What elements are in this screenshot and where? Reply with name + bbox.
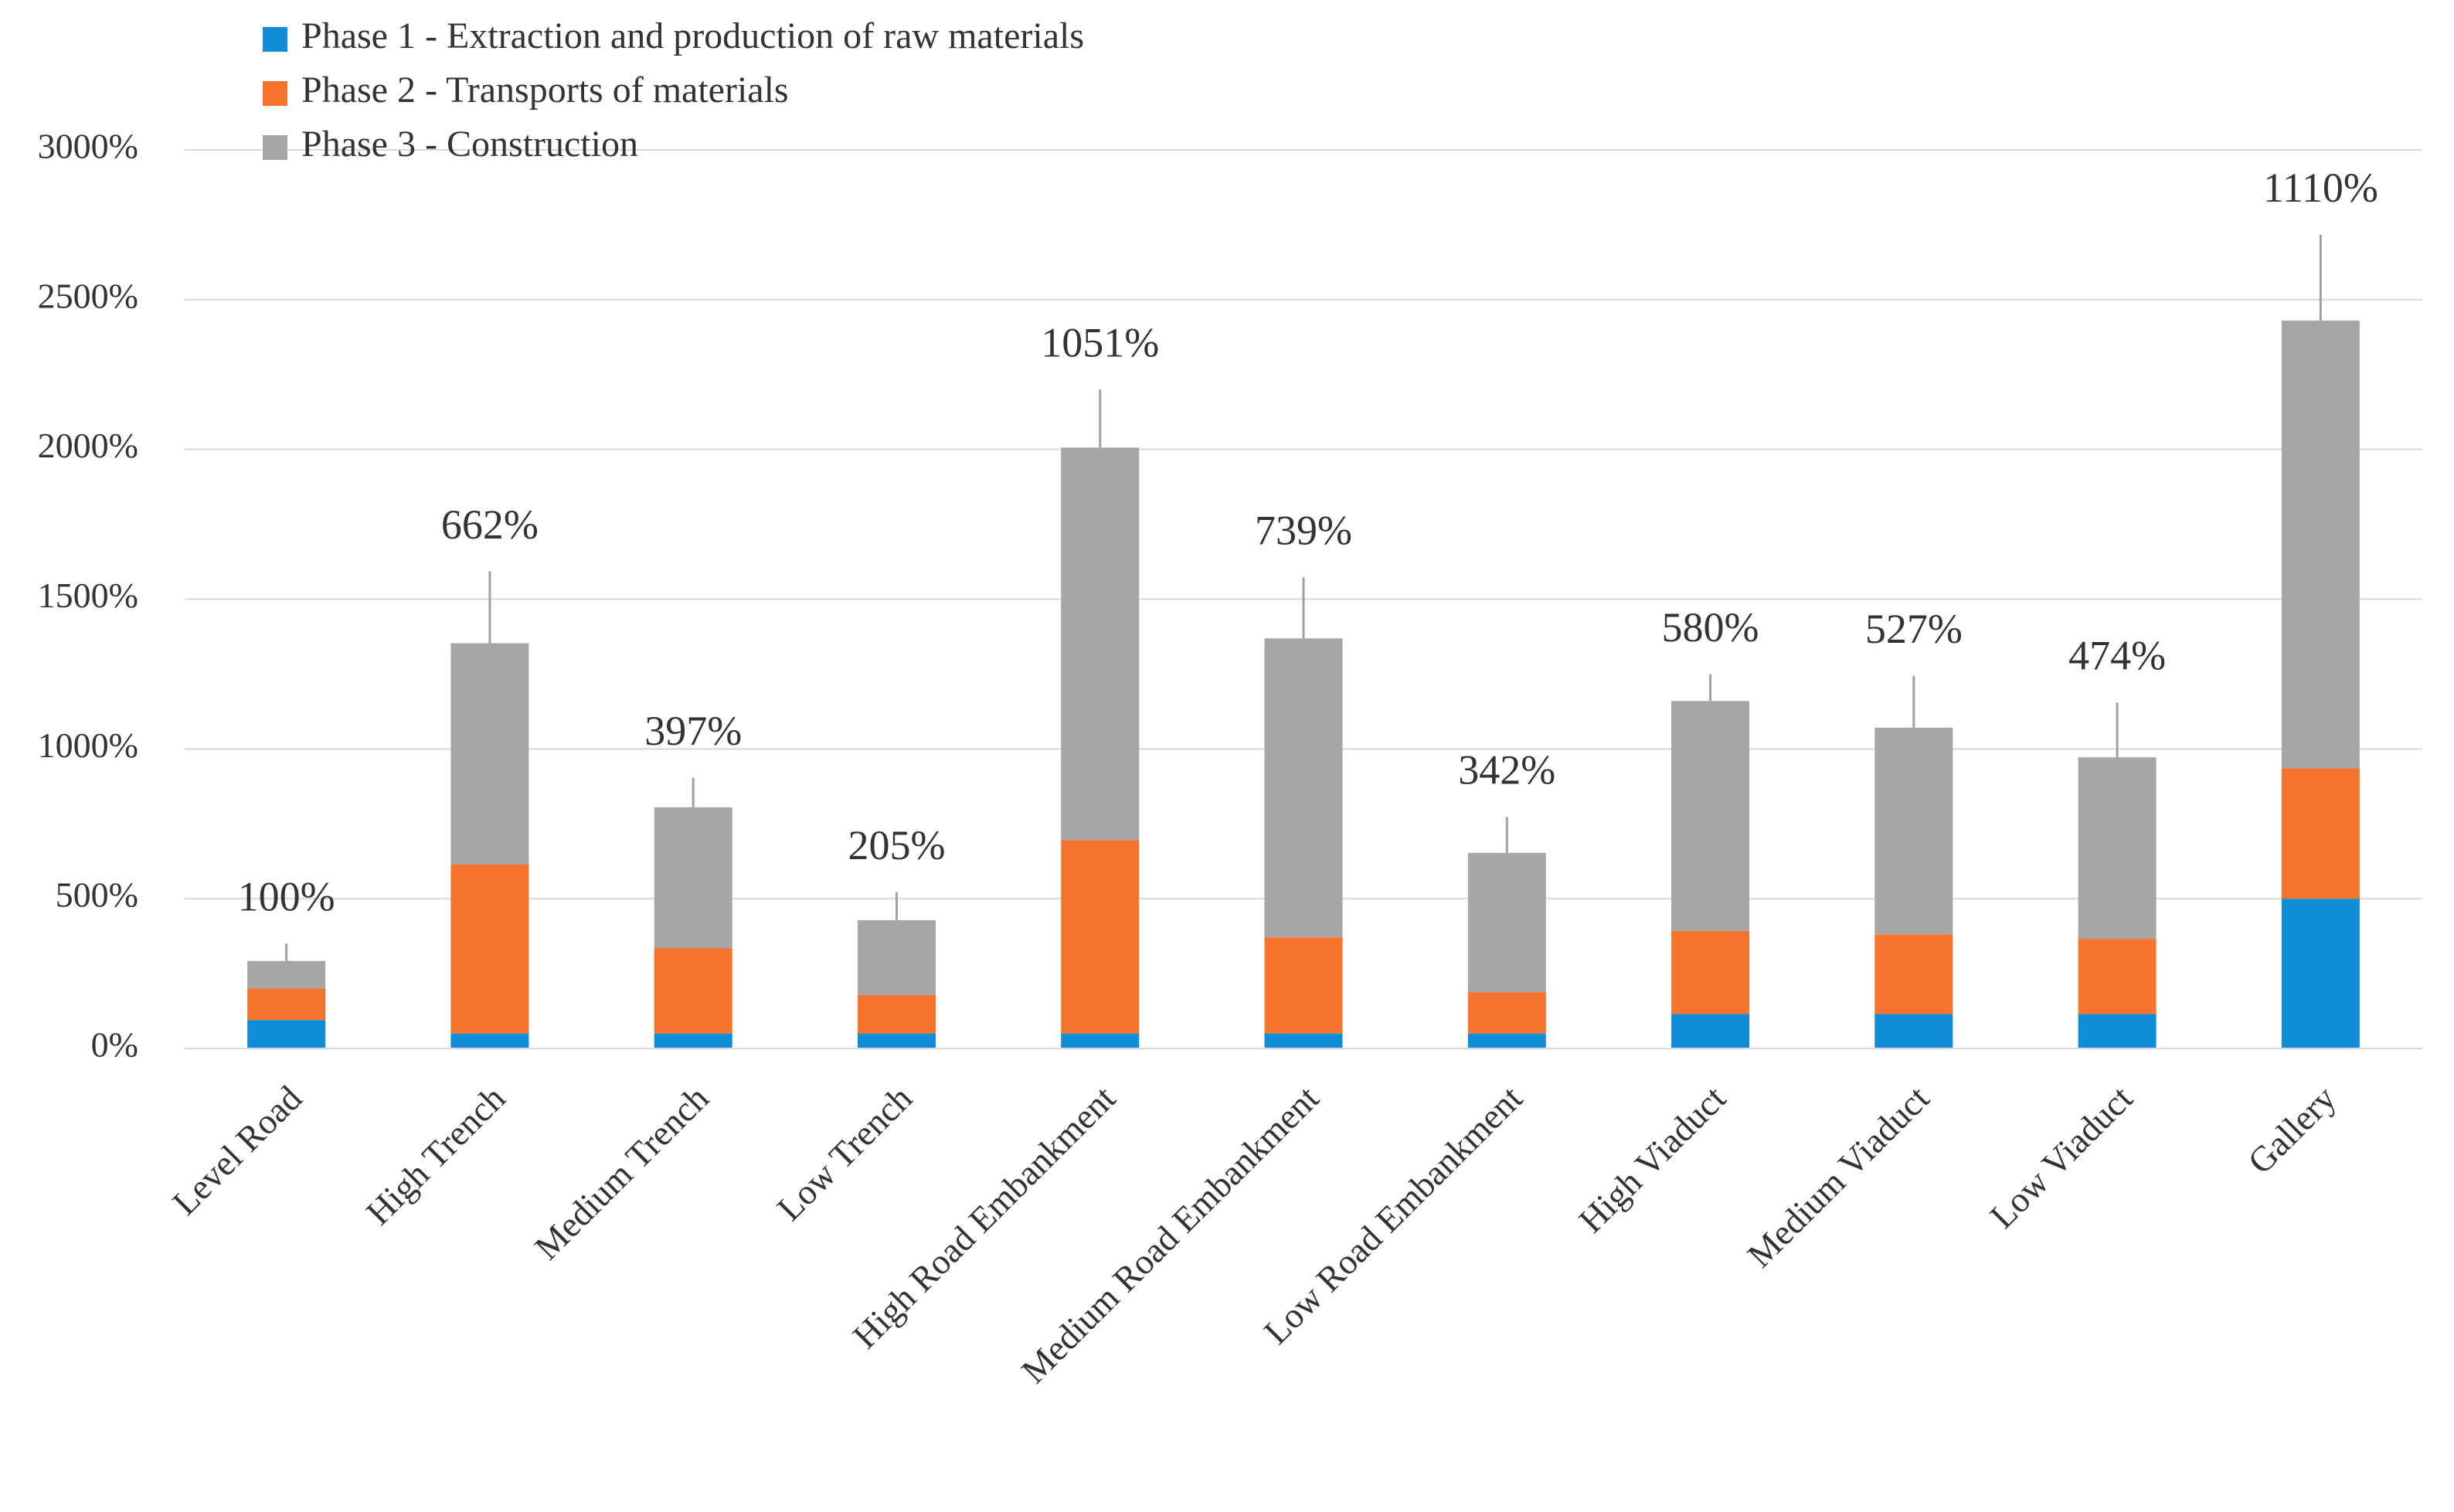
bar-segment: [247, 960, 326, 989]
x-tick-label: Gallery: [2240, 1078, 2344, 1181]
annotation: 662%: [441, 501, 539, 548]
bar-segment: [1061, 1033, 1140, 1048]
x-tick-label: Level Road: [165, 1078, 309, 1222]
bar-segment: [247, 988, 326, 1021]
bar-segment: [1671, 701, 1750, 932]
annotation: 1051%: [1041, 320, 1159, 366]
legend-swatch: [263, 135, 287, 160]
legend-swatch: [263, 81, 287, 106]
bar-segment: [450, 1033, 529, 1048]
bar-segment: [247, 1020, 326, 1048]
bar-segment: [1264, 638, 1343, 938]
legend-label: Phase 2 - Transports of materials: [301, 70, 789, 110]
bar-segment: [1264, 937, 1343, 1034]
bar-segment: [1264, 1033, 1343, 1048]
x-tick-label: High Trench: [359, 1078, 513, 1232]
bar-segment: [1671, 1014, 1750, 1048]
bar-segment: [450, 864, 529, 1034]
bar-segment: [2078, 1014, 2157, 1048]
x-tick-label: High Viaduct: [1571, 1078, 1733, 1240]
y-tick-label: 0%: [91, 1025, 138, 1065]
bar-segment: [1874, 934, 1953, 1014]
annotation: 474%: [2068, 633, 2166, 679]
bar-segment: [857, 1033, 936, 1048]
annotation: 739%: [1255, 508, 1352, 554]
bar-segment: [654, 807, 732, 949]
annotation: 397%: [644, 708, 742, 754]
bar-segment: [654, 1033, 732, 1048]
bar-segment: [654, 948, 732, 1034]
bar-segment: [2078, 939, 2157, 1014]
bar-segment: [1061, 447, 1140, 841]
bar-segment: [1467, 852, 1546, 993]
legend-label: Phase 1 - Extraction and production of r…: [301, 15, 1084, 56]
bar-segment: [2281, 899, 2360, 1048]
annotation: 100%: [238, 874, 335, 920]
legend-label: Phase 3 - Construction: [301, 124, 638, 165]
annotation: 342%: [1458, 747, 1555, 793]
annotation: 580%: [1662, 604, 1759, 651]
legend-swatch: [263, 27, 287, 52]
bar-segment: [1874, 727, 1953, 935]
y-tick-label: 500%: [56, 875, 138, 915]
bar-segment: [857, 920, 936, 995]
x-tick-label: Medium Trench: [527, 1078, 716, 1267]
y-tick-label: 3000%: [38, 127, 138, 166]
x-tick-label: Low Trench: [770, 1078, 919, 1228]
annotation: 1110%: [2263, 165, 2378, 211]
bar-segment: [857, 994, 936, 1034]
bar-segment: [2078, 757, 2157, 939]
x-tick-label: Medium Viaduct: [1740, 1078, 1937, 1275]
y-tick-label: 1500%: [38, 576, 138, 615]
bar-segment: [2281, 320, 2360, 769]
y-tick-label: 1000%: [38, 725, 138, 765]
y-tick-label: 2000%: [38, 426, 138, 465]
bar-segment: [2281, 768, 2360, 899]
bar-segment: [1467, 1033, 1546, 1048]
bar-segment: [1671, 931, 1750, 1014]
bar-segment: [1874, 1014, 1953, 1048]
bar-segment: [1467, 992, 1546, 1034]
x-tick-label: Low Viaduct: [1982, 1078, 2140, 1235]
annotation: 205%: [848, 822, 945, 868]
bar-segment: [450, 643, 529, 865]
bar-segment: [1061, 840, 1140, 1034]
y-tick-label: 2500%: [38, 276, 138, 315]
annotation: 527%: [1865, 606, 1963, 652]
